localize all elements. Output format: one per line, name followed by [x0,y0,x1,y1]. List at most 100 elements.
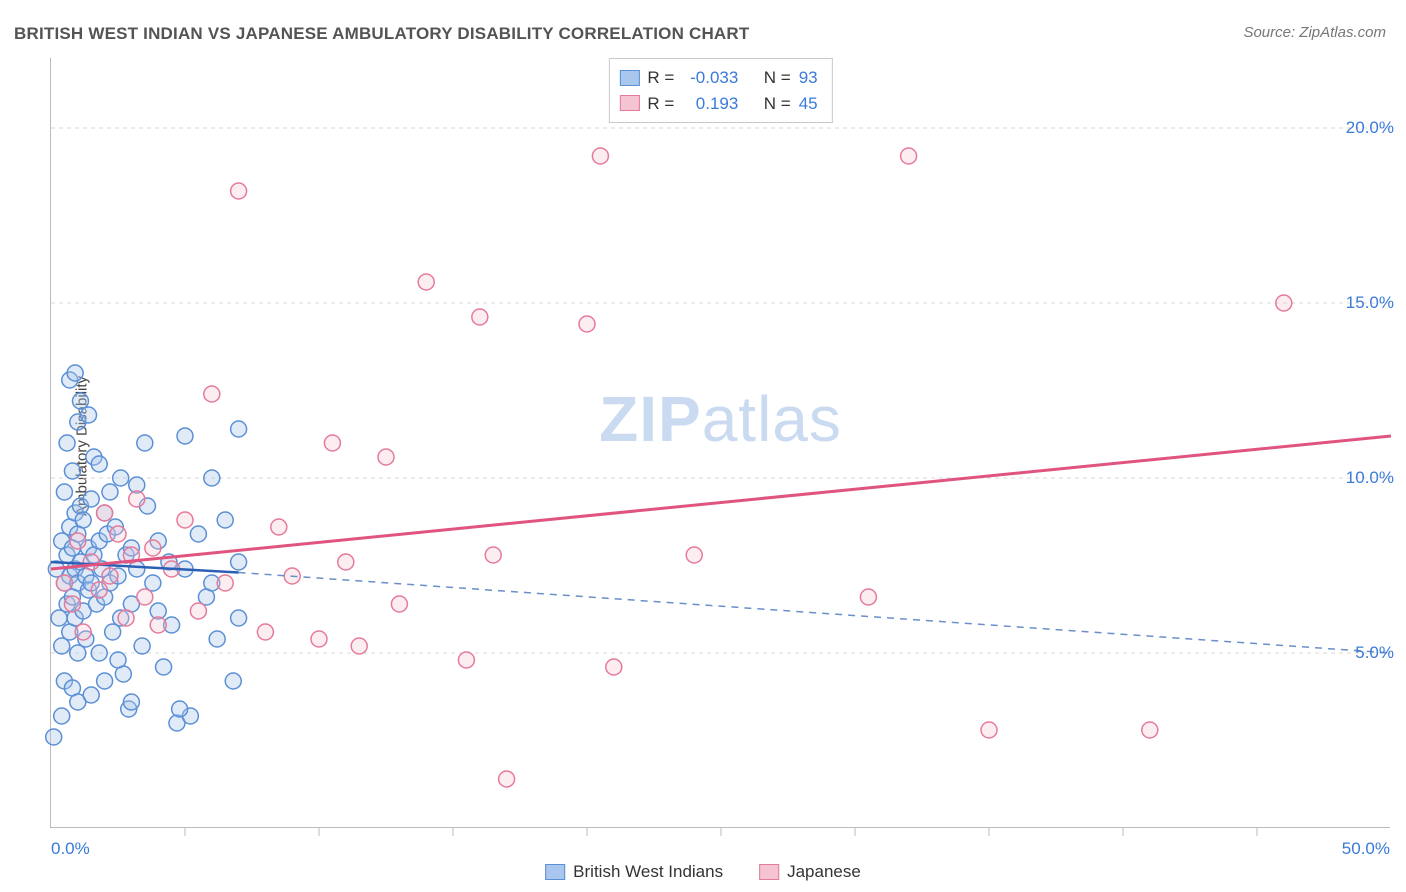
scatter-point [118,610,134,626]
scatter-point [499,771,515,787]
scatter-point [172,701,188,717]
scatter-point [59,435,75,451]
scatter-point [190,603,206,619]
stats-row: R = 0.193 N = 45 [619,91,817,117]
y-tick-label: 20.0% [1346,118,1394,138]
plot-svg [51,58,1390,827]
scatter-point [311,631,327,647]
scatter-point [592,148,608,164]
scatter-point [225,673,241,689]
scatter-point [113,470,129,486]
y-tick-label: 5.0% [1355,643,1394,663]
legend-item: British West Indians [545,862,723,882]
legend-swatch [759,864,779,880]
scatter-point [137,435,153,451]
scatter-point [217,512,233,528]
stats-r-value: 0.193 [682,91,738,117]
legend-swatch [545,864,565,880]
legend-label: British West Indians [573,862,723,882]
scatter-point [472,309,488,325]
stats-legend-box: R = -0.033 N = 93 R = 0.193 N = 45 [608,58,832,123]
scatter-point [134,638,150,654]
scatter-point [110,652,126,668]
scatter-point [378,449,394,465]
scatter-point [391,596,407,612]
scatter-point [54,708,70,724]
scatter-point [981,722,997,738]
scatter-point [606,659,622,675]
scatter-point [97,505,113,521]
scatter-point [137,589,153,605]
y-tick-label: 15.0% [1346,293,1394,313]
scatter-point [204,470,220,486]
scatter-point [64,463,80,479]
scatter-point [145,540,161,556]
scatter-point [123,694,139,710]
scatter-point [204,386,220,402]
scatter-point [97,673,113,689]
scatter-point [70,533,86,549]
scatter-point [324,435,340,451]
scatter-point [231,421,247,437]
y-tick-label: 10.0% [1346,468,1394,488]
scatter-point [458,652,474,668]
scatter-point [579,316,595,332]
scatter-point [231,554,247,570]
stats-row: R = -0.033 N = 93 [619,65,817,91]
plot-area: ZIPatlas R =-0.033 N =93R =0.193 N =45 5… [50,58,1390,828]
scatter-point [156,659,172,675]
scatter-point [83,687,99,703]
stats-n-label: N = [764,91,791,117]
legend-swatch [619,70,639,86]
scatter-point [150,617,166,633]
scatter-point [177,428,193,444]
stats-n-value: 45 [799,91,818,117]
scatter-point [102,568,118,584]
scatter-point [231,183,247,199]
stats-r-label: R = [647,65,674,91]
stats-n-value: 93 [799,65,818,91]
scatter-point [231,610,247,626]
scatter-point [102,484,118,500]
scatter-point [81,407,97,423]
scatter-point [485,547,501,563]
scatter-point [129,491,145,507]
scatter-point [110,526,126,542]
scatter-point [1276,295,1292,311]
chart-title: BRITISH WEST INDIAN VS JAPANESE AMBULATO… [14,24,749,44]
x-tick-min: 0.0% [51,839,90,859]
scatter-point [83,554,99,570]
scatter-point [91,582,107,598]
scatter-point [75,512,91,528]
scatter-point [860,589,876,605]
scatter-point [64,596,80,612]
legend-swatch [619,95,639,111]
scatter-point [56,575,72,591]
stats-r-label: R = [647,91,674,117]
stats-r-value: -0.033 [682,65,738,91]
scatter-point [217,575,233,591]
scatter-point [257,624,273,640]
bottom-legend: British West Indians Japanese [545,862,861,882]
scatter-point [351,638,367,654]
scatter-point [91,645,107,661]
scatter-point [83,491,99,507]
scatter-point [418,274,434,290]
scatter-point [209,631,225,647]
scatter-point [56,484,72,500]
scatter-point [1142,722,1158,738]
scatter-point [901,148,917,164]
scatter-point [46,729,62,745]
legend-label: Japanese [787,862,861,882]
x-tick-max: 50.0% [1342,839,1390,859]
scatter-point [686,547,702,563]
scatter-point [91,456,107,472]
scatter-point [190,526,206,542]
scatter-point [338,554,354,570]
scatter-point [75,624,91,640]
scatter-point [67,365,83,381]
scatter-point [177,512,193,528]
stats-n-label: N = [764,65,791,91]
scatter-point [271,519,287,535]
legend-item: Japanese [759,862,861,882]
